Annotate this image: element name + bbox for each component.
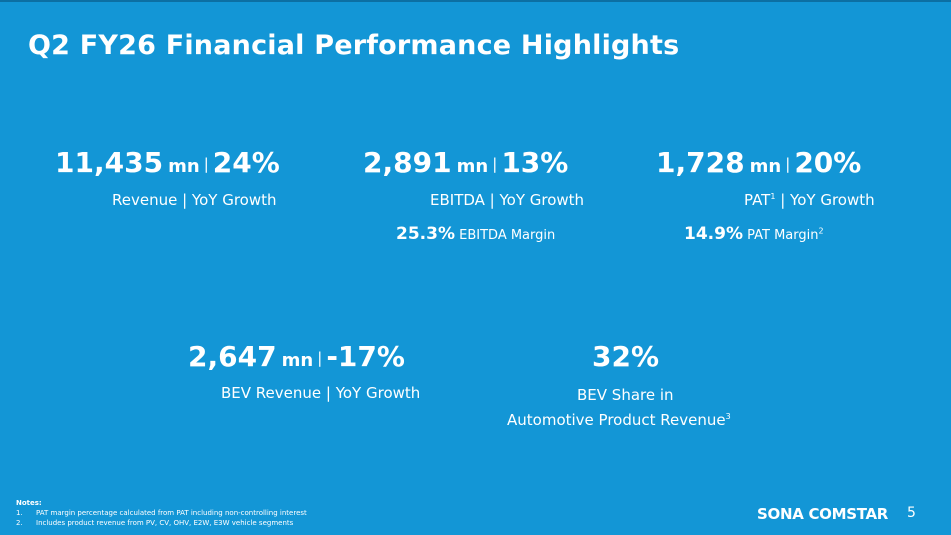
revenue-unit: mn [168, 156, 200, 177]
bev-share-value: 32% [592, 340, 660, 373]
ebitda-unit: mn [456, 156, 489, 177]
ebitda-growth: 13% [501, 146, 569, 179]
bev-revenue-metric: 2,647 mn | -17% [188, 340, 405, 373]
revenue-metric: 11,435 mn | 24% [55, 146, 280, 179]
bev-revenue-growth: -17% [326, 340, 405, 373]
ebitda-label: EBITDA | YoY Growth [430, 191, 585, 209]
top-border [0, 0, 951, 2]
ebitda-value: 2,891 [363, 146, 452, 179]
ebitda-margin: 25.3% EBITDA Margin [396, 224, 555, 244]
ebitda-metric: 2,891 mn | 13% [363, 146, 569, 179]
revenue-value: 11,435 [55, 146, 164, 179]
notes-heading: Notes: [16, 499, 42, 507]
page-number: 5 [907, 505, 916, 521]
pat-metric: 1,728 mn | 20% [656, 146, 862, 179]
bev-revenue-value: 2,647 [188, 340, 277, 373]
pat-unit: mn [749, 156, 782, 177]
pat-growth: 20% [794, 146, 862, 179]
pat-margin-value: 14.9% [684, 224, 743, 244]
revenue-growth: 24% [212, 146, 280, 179]
bev-share-label-line2: Automotive Product Revenue3 [507, 411, 731, 429]
bev-share-metric: 32% [592, 340, 659, 373]
ebitda-margin-value: 25.3% [396, 224, 455, 244]
note-item: 2. Includes product revenue from PV, CV, … [16, 519, 294, 527]
pat-value: 1,728 [656, 146, 745, 179]
revenue-label: Revenue | YoY Growth [112, 191, 277, 209]
bev-revenue-unit: mn [281, 350, 314, 371]
note-item: 1. PAT margin percentage calculated from … [16, 509, 307, 517]
slide-title: Q2 FY26 Financial Performance Highlights [28, 30, 680, 61]
pat-margin: 14.9% PAT Margin2 [684, 224, 824, 244]
ebitda-margin-label: EBITDA Margin [459, 228, 556, 243]
pat-margin-label: PAT Margin [747, 228, 819, 243]
bev-share-label-line1: BEV Share in [577, 386, 674, 404]
footnotes: Notes: 1. PAT margin percentage calculate… [16, 498, 307, 528]
bev-revenue-label: BEV Revenue | YoY Growth [221, 384, 421, 402]
pat-label: PAT1 | YoY Growth [744, 191, 875, 209]
brand-logo: SONA COMSTAR [757, 505, 889, 523]
